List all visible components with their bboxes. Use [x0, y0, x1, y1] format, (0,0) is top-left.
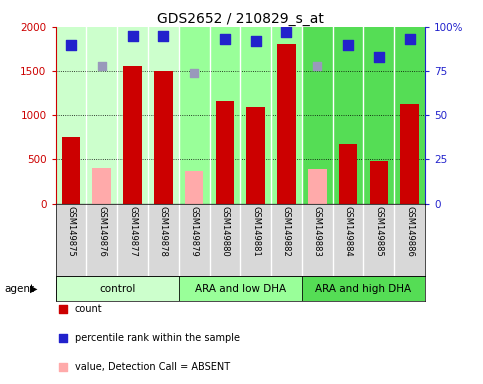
Bar [215, 101, 234, 204]
Text: GSM149876: GSM149876 [97, 206, 106, 257]
Point [283, 29, 290, 35]
Bar [302, 276, 425, 301]
Point [406, 36, 413, 42]
Bar [154, 71, 172, 204]
Text: GSM149882: GSM149882 [282, 206, 291, 257]
Point [252, 38, 259, 44]
Text: value, Detection Call = ABSENT: value, Detection Call = ABSENT [75, 362, 230, 372]
Point [125, 265, 132, 271]
Text: count: count [75, 304, 102, 314]
Bar [56, 276, 179, 301]
Text: GSM149885: GSM149885 [374, 206, 384, 257]
Bar [179, 27, 302, 204]
Text: ▶: ▶ [30, 284, 38, 294]
Bar [123, 66, 142, 204]
Bar [302, 27, 425, 204]
Bar [277, 44, 296, 204]
Point [67, 41, 75, 48]
Text: percentile rank within the sample: percentile rank within the sample [75, 333, 240, 343]
Text: GSM149884: GSM149884 [343, 206, 353, 257]
Text: control: control [99, 284, 135, 294]
Point [125, 236, 132, 242]
Text: GSM149877: GSM149877 [128, 206, 137, 257]
Bar [400, 104, 419, 204]
Point [125, 294, 132, 300]
Point [128, 33, 136, 39]
Bar [339, 144, 357, 204]
Point [125, 323, 132, 329]
Bar [369, 161, 388, 204]
Title: GDS2652 / 210829_s_at: GDS2652 / 210829_s_at [157, 12, 324, 26]
Bar [56, 27, 179, 204]
Text: GSM149878: GSM149878 [159, 206, 168, 257]
Point [159, 33, 167, 39]
Text: ARA and high DHA: ARA and high DHA [315, 284, 412, 294]
Text: GSM149881: GSM149881 [251, 206, 260, 257]
Bar [92, 168, 111, 204]
Text: GSM149880: GSM149880 [220, 206, 229, 257]
Bar [179, 276, 302, 301]
Bar [246, 107, 265, 204]
Bar [308, 169, 327, 204]
Point [344, 41, 352, 48]
Point [313, 63, 321, 69]
Point [221, 36, 229, 42]
Text: GSM149886: GSM149886 [405, 206, 414, 257]
Text: GSM149883: GSM149883 [313, 206, 322, 257]
Point [98, 63, 106, 69]
Bar [185, 171, 203, 204]
Point [375, 54, 383, 60]
Text: ARA and low DHA: ARA and low DHA [195, 284, 286, 294]
Bar [62, 137, 80, 204]
Point [190, 70, 198, 76]
Text: agent: agent [5, 284, 35, 294]
Text: GSM149875: GSM149875 [67, 206, 75, 257]
Text: GSM149879: GSM149879 [190, 206, 199, 257]
